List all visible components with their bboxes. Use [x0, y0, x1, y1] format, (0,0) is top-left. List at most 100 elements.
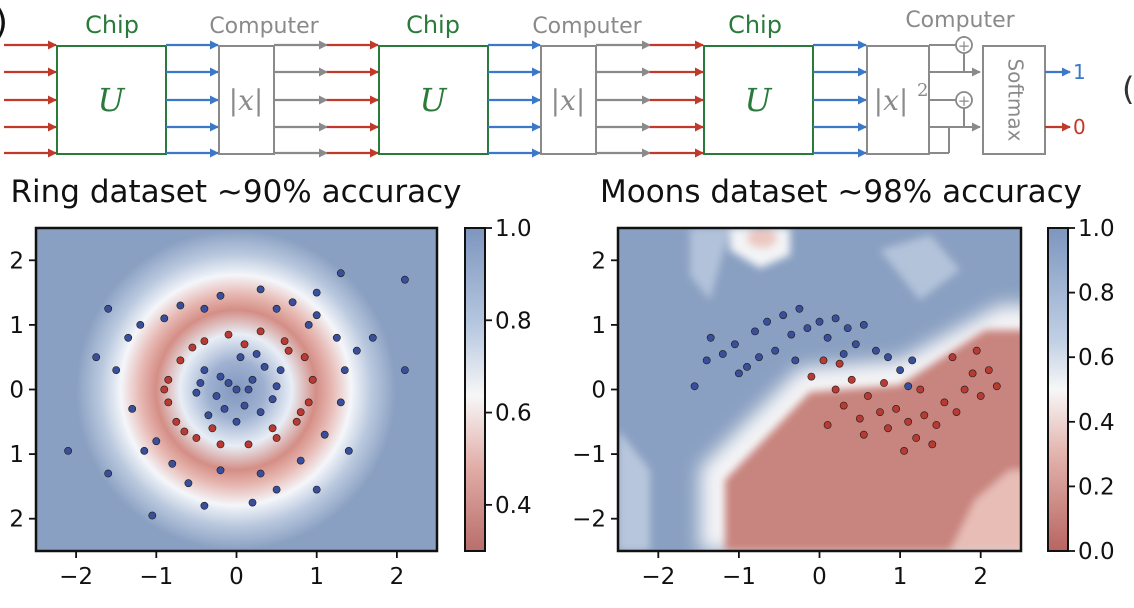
data-point-class-1-core-16	[196, 379, 205, 387]
y-tick-label: −1	[572, 442, 606, 468]
data-point-class-1-outer-39	[352, 346, 361, 355]
data-point-moon-lower-28	[880, 379, 888, 387]
data-point-moon-lower-19	[984, 366, 993, 374]
data-point-moon-lower-8	[884, 424, 892, 433]
data-point-moon-lower-17	[968, 369, 977, 378]
data-point-moon-lower-14	[940, 398, 949, 407]
x-tick-label: −1	[139, 564, 173, 590]
data-point-class-1-outer-36	[200, 304, 209, 313]
chip-1-block	[56, 45, 167, 155]
data-point-class-0-ring-16	[188, 343, 197, 352]
data-point-moon-lower-18	[976, 392, 985, 400]
softmax-block	[982, 45, 1046, 155]
y-tick-label: 0	[9, 378, 24, 404]
sum-wiring	[929, 36, 981, 154]
sum-node-1: +	[955, 36, 973, 55]
panel-label: )	[0, 2, 8, 43]
data-point-moon-upper-5	[763, 317, 771, 326]
abs-sq-exponent: 2	[917, 80, 928, 101]
data-point-moon-upper-8	[787, 330, 796, 339]
data-point-class-1-outer-33	[248, 498, 257, 507]
data-point-moon-upper-14	[843, 324, 852, 332]
data-point-class-1-core-7	[256, 408, 265, 416]
colorbar-tick-label: 0.6	[495, 401, 532, 427]
chip-3-label: Chip	[728, 11, 782, 39]
colorbar-tick-label: 0.4	[1078, 410, 1115, 436]
data-point-class-1-outer-3	[312, 288, 321, 297]
data-point-class-0-ring-2	[256, 327, 265, 336]
data-point-moon-upper-6	[771, 346, 780, 355]
data-point-class-0-ring-4	[300, 353, 309, 362]
data-point-moon-upper-19	[896, 366, 904, 374]
sum-node-2-symbol: +	[958, 92, 971, 110]
data-point-class-1-core-4	[212, 392, 221, 400]
chip-2-label: Chip	[406, 11, 460, 39]
data-point-class-1-outer-35	[160, 314, 169, 323]
sum-node-2: +	[955, 91, 973, 110]
ring-colorbar	[464, 227, 486, 552]
y-tick-label: 1	[9, 313, 24, 339]
ring-points	[64, 269, 409, 520]
data-point-moon-upper-1	[718, 350, 727, 358]
data-point-moon-lower-0	[807, 372, 816, 381]
pipeline-diagram: ) ( Chip U Computer |x|	[0, 2, 1134, 158]
data-point-class-0-ring-15	[176, 356, 185, 365]
colorbar-tick-label: 0.2	[1078, 474, 1115, 500]
data-point-moon-lower-29	[835, 359, 844, 368]
chip-3-block	[703, 45, 814, 155]
chip-2-input-arrows	[327, 40, 379, 158]
data-point-moon-upper-17	[872, 346, 880, 355]
data-point-class-1-outer-16	[336, 398, 345, 407]
data-point-moon-lower-13	[932, 421, 941, 429]
data-point-moon-upper-7	[779, 311, 788, 320]
ring-chart-title: Ring dataset ∼90% accuracy	[11, 174, 462, 210]
data-point-moon-upper-22	[702, 356, 711, 365]
x-tick-label: 2	[390, 564, 405, 590]
x-tick-label: 2	[973, 564, 988, 590]
x-tick-label: 1	[309, 564, 324, 590]
data-point-class-0-ring-3	[280, 337, 289, 345]
computer-3-label: Computer	[905, 8, 1015, 33]
data-point-class-0-ring-8	[272, 434, 281, 442]
data-point-class-1-outer-13	[256, 469, 265, 478]
data-point-class-1-core-8	[204, 411, 213, 420]
data-point-moon-upper-0	[706, 333, 715, 342]
data-point-class-1-outer-26	[400, 275, 409, 284]
data-point-class-1-outer-21	[104, 469, 113, 478]
data-point-class-1-outer-27	[400, 366, 409, 374]
data-point-moon-upper-3	[743, 362, 751, 371]
data-point-moon-upper-25	[904, 382, 913, 391]
x-tick-label: 0	[812, 564, 827, 590]
data-point-moon-lower-23	[859, 430, 868, 439]
data-point-class-1-outer-25	[368, 333, 377, 342]
data-point-class-1-outer-18	[332, 333, 341, 342]
colorbar-tick-label: 1.0	[1078, 216, 1115, 242]
data-point-moon-lower-20	[992, 382, 1001, 391]
data-point-moon-lower-16	[960, 385, 969, 394]
data-point-moon-upper-2	[731, 340, 739, 349]
data-point-class-0-ring-18	[284, 346, 293, 355]
data-point-class-1-outer-23	[104, 304, 113, 313]
data-point-moon-upper-10	[803, 324, 812, 332]
ring-axes: −2 −1 0 1 2 2 1 0 1 2	[9, 248, 404, 590]
moons-chart-title: Moons dataset ∼98% accuracy	[600, 174, 1082, 210]
input-arrows	[4, 40, 57, 158]
data-point-class-1-outer-11	[168, 459, 177, 468]
colorbar-tick-label: 0.8	[1078, 281, 1115, 307]
data-point-moon-upper-12	[823, 333, 832, 342]
data-point-moon-lower-6	[864, 392, 872, 400]
data-point-class-1-outer-19	[304, 320, 313, 329]
softmax-label: Softmax	[1004, 58, 1028, 141]
sum-node-1-symbol: +	[958, 37, 971, 55]
data-point-class-1-core-15	[268, 395, 277, 404]
data-point-class-1-core-12	[232, 417, 241, 426]
data-point-class-0-ring-12	[172, 417, 181, 426]
data-point-class-1-outer-4	[336, 269, 345, 278]
data-point-moon-lower-3	[839, 401, 848, 410]
data-point-class-1-core-14	[224, 379, 233, 387]
colorbar-tick-label: 0.0	[1078, 539, 1115, 565]
data-point-class-1-core-17	[252, 350, 261, 358]
data-point-class-1-outer-9	[128, 404, 137, 413]
data-point-moon-lower-15	[952, 408, 961, 416]
